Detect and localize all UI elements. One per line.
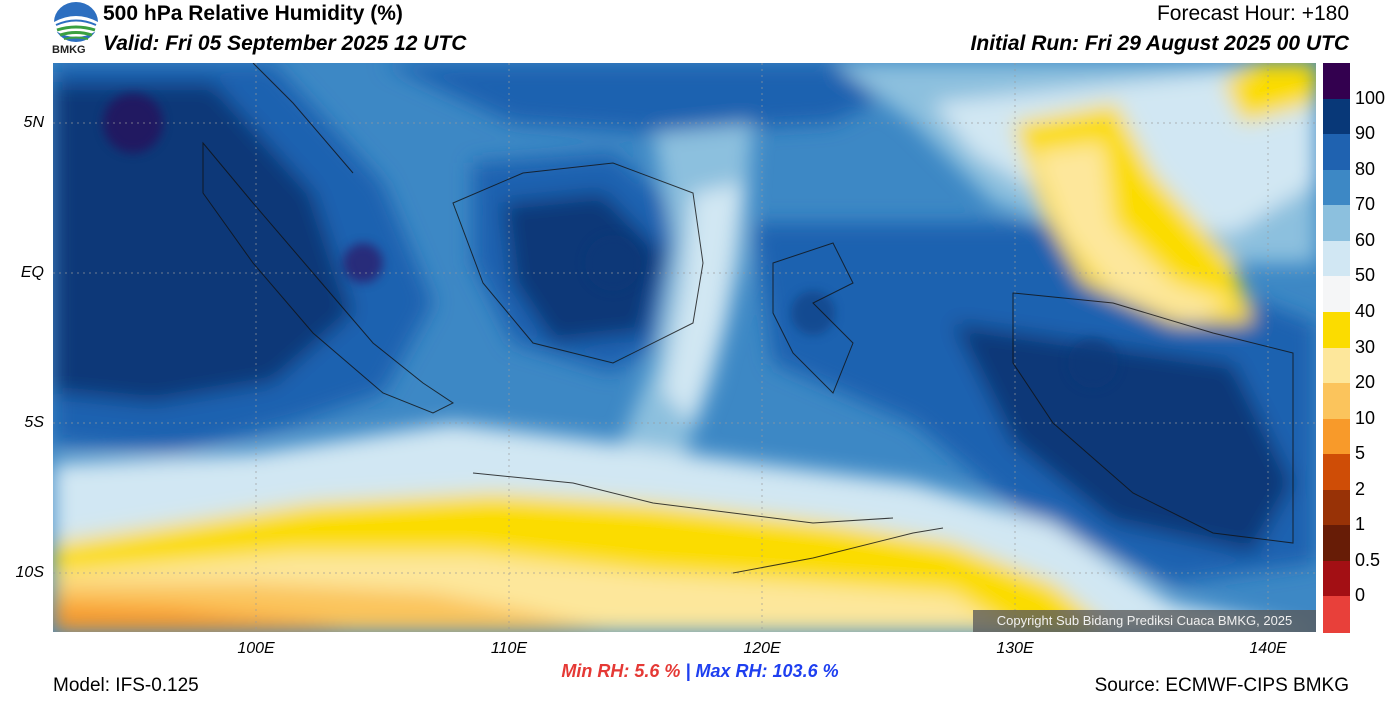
- stats-separator: |: [685, 661, 691, 681]
- colorbar-label: 80: [1355, 158, 1376, 179]
- colorbar-label: 1: [1355, 514, 1366, 535]
- colorbar-label: 5: [1355, 443, 1366, 464]
- ytick-eq: EQ: [20, 264, 44, 281]
- colorbar-label: 60: [1355, 229, 1376, 250]
- colorbar-label: 100: [1355, 87, 1386, 108]
- rh-stats: Min RH: 5.6 % | Max RH: 103.6 %: [0, 661, 1400, 682]
- min-rh-label: Min RH:: [561, 661, 630, 681]
- colorbar-segment: [1323, 240, 1350, 277]
- ytick-10s: 10S: [15, 564, 44, 581]
- colorbar-segment: [1323, 525, 1350, 562]
- colorbar-segment: [1323, 454, 1350, 491]
- chart-title: 500 hPa Relative Humidity (%): [103, 2, 403, 25]
- colorbar-label: 20: [1355, 372, 1376, 393]
- colorbar-segment: [1323, 205, 1350, 242]
- colorbar-segment: [1323, 276, 1350, 313]
- xtick-120e: 120E: [743, 640, 781, 657]
- bmkg-logo-icon: BMKG: [51, 0, 101, 60]
- source-label: Source: ECMWF-CIPS BMKG: [1094, 675, 1349, 696]
- colorbar-segment: [1323, 134, 1350, 171]
- forecast-hour: Forecast Hour: +180: [1156, 2, 1349, 25]
- colorbar: [1323, 63, 1350, 633]
- colorbar-label: 0: [1355, 585, 1366, 606]
- xtick-130e: 130E: [996, 640, 1034, 657]
- xtick-140e: 140E: [1249, 640, 1287, 657]
- colorbar-label: 50: [1355, 265, 1376, 286]
- min-rh-value: 5.6 %: [634, 661, 681, 681]
- colorbar-label: 30: [1355, 336, 1376, 357]
- colorbar-segment: [1323, 418, 1350, 455]
- colorbar-label: 90: [1355, 123, 1376, 144]
- colorbar-segment: [1323, 98, 1350, 135]
- ytick-5s: 5S: [24, 414, 44, 431]
- max-rh-label: Max RH:: [695, 661, 768, 681]
- colorbar-label: 0.5: [1355, 549, 1381, 570]
- colorbar-segment: [1323, 169, 1350, 206]
- colorbar-label: 10: [1355, 407, 1376, 428]
- xtick-110e: 110E: [490, 640, 528, 657]
- colorbar-segment: [1323, 347, 1350, 384]
- humidity-map: [53, 62, 1316, 632]
- valid-time: Valid: Fri 05 September 2025 12 UTC: [103, 32, 467, 55]
- logo-text: BMKG: [52, 44, 86, 56]
- initial-run: Initial Run: Fri 29 August 2025 00 UTC: [970, 32, 1349, 55]
- colorbar-segment: [1323, 63, 1350, 100]
- colorbar-segment: [1323, 560, 1350, 597]
- max-rh-value: 103.6 %: [772, 661, 839, 681]
- colorbar-segment: [1323, 596, 1350, 633]
- colorbar-label: 2: [1355, 478, 1366, 499]
- colorbar-segment: [1323, 489, 1350, 526]
- colorbar-segment: [1323, 311, 1350, 348]
- xtick-100e: 100E: [237, 640, 275, 657]
- colorbar-label: 70: [1355, 194, 1376, 215]
- colorbar-label: 40: [1355, 300, 1376, 321]
- model-label: Model: IFS-0.125: [53, 675, 199, 696]
- ytick-5n: 5N: [23, 114, 44, 131]
- copyright-notice: Copyright Sub Bidang Prediksi Cuaca BMKG…: [973, 610, 1316, 632]
- colorbar-segment: [1323, 383, 1350, 420]
